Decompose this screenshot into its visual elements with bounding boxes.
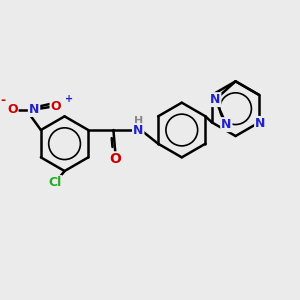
Text: O: O [7,103,18,116]
Text: Cl: Cl [49,176,62,189]
Text: -: - [1,94,6,107]
Text: N: N [29,103,39,116]
Text: H: H [134,116,143,126]
Text: O: O [50,100,61,113]
Text: N: N [133,124,143,137]
Text: +: + [65,94,74,103]
Text: N: N [210,93,220,106]
Text: N: N [255,117,266,130]
Text: N: N [221,118,232,131]
Text: O: O [110,152,122,167]
